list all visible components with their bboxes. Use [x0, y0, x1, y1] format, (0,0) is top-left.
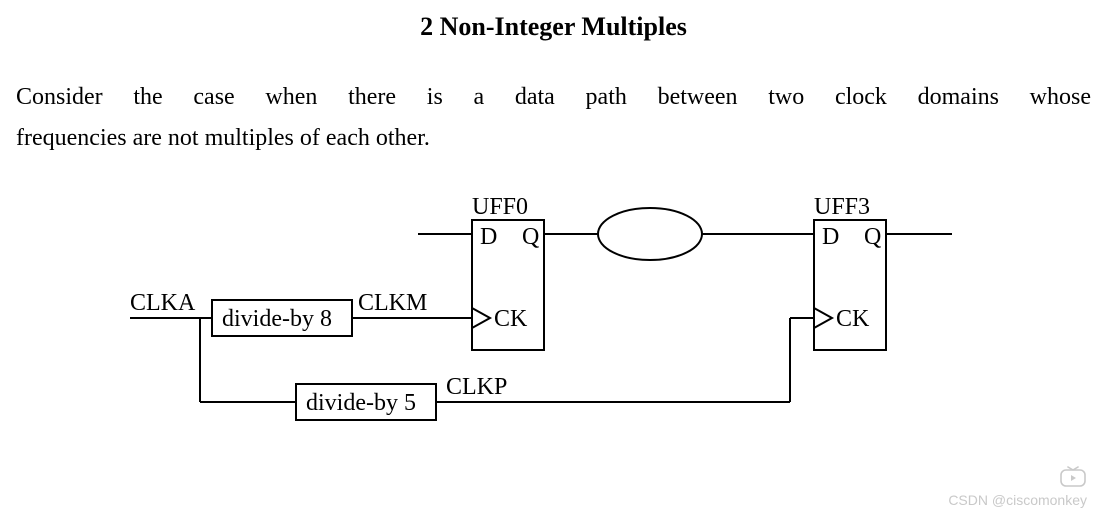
uff3-q: Q: [864, 224, 881, 250]
page-title: 2 Non-Integer Multiples: [0, 12, 1107, 42]
uff0-d: D: [480, 224, 497, 250]
uff0-q: Q: [522, 224, 539, 250]
comb-cloud: [598, 208, 702, 260]
uff3-d: D: [822, 224, 839, 250]
body-paragraph: Consider the case when there is a data p…: [16, 84, 1091, 152]
uff3-ck: CK: [836, 306, 870, 332]
paragraph-line-1: Consider the case when there is a data p…: [16, 84, 1091, 111]
uff0-ck: CK: [494, 306, 528, 332]
clkm-label: CLKM: [358, 290, 427, 316]
page: 2 Non-Integer Multiples Consider the cas…: [0, 0, 1107, 520]
clka-label: CLKA: [130, 290, 196, 316]
uff0-name: UFF0: [472, 194, 528, 220]
clkp-label: CLKP: [446, 374, 507, 400]
watermark-text: CSDN @ciscomonkey: [948, 492, 1087, 508]
play-tv-icon: [1059, 466, 1087, 488]
uff3-name: UFF3: [814, 194, 870, 220]
divider2-label: divide-by 5: [306, 390, 416, 416]
circuit-diagram: CLKA divide-by 8 CLKM divide-by 5 CLKP U…: [0, 190, 1107, 490]
paragraph-line-2: frequencies are not multiples of each ot…: [16, 125, 1091, 152]
watermark: CSDN @ciscomonkey: [948, 466, 1087, 508]
divider1-label: divide-by 8: [222, 306, 332, 332]
